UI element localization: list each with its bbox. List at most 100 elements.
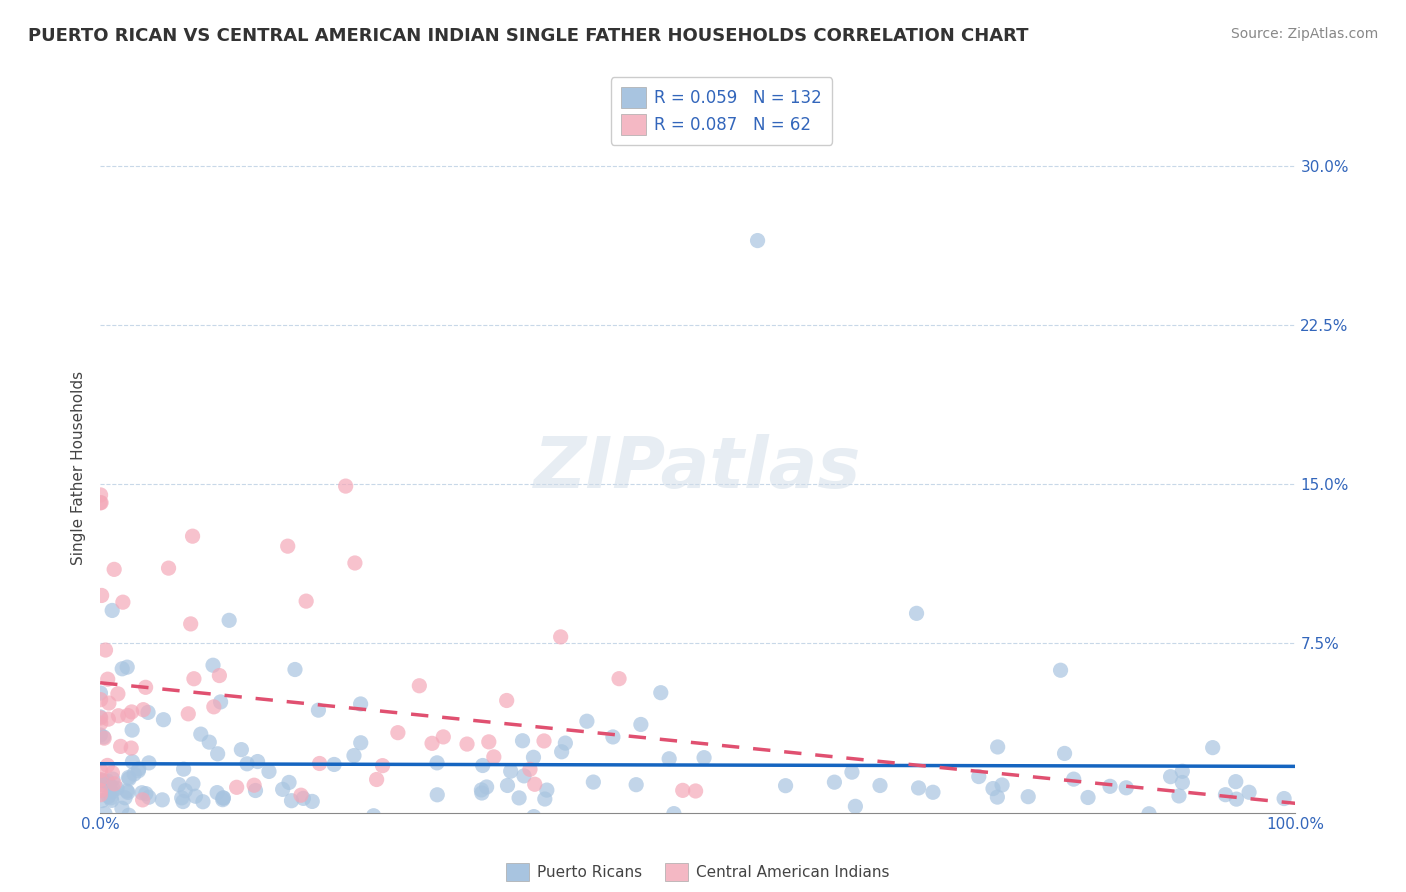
Central American Indians <box>295 594 318 608</box>
Puerto Ricans <box>105 781 128 796</box>
Central American Indians <box>243 778 266 792</box>
Puerto Ricans <box>650 686 672 700</box>
Puerto Ricans <box>575 714 598 729</box>
Puerto Ricans <box>284 814 307 828</box>
Puerto Ricans <box>986 790 1008 805</box>
Puerto Ricans <box>205 786 228 800</box>
Puerto Ricans <box>101 785 124 799</box>
Central American Indians <box>110 739 132 754</box>
Puerto Ricans <box>1017 789 1039 804</box>
Central American Indians <box>432 730 454 744</box>
Central American Indians <box>277 539 299 553</box>
Legend: R = 0.059   N = 132, R = 0.087   N = 62: R = 0.059 N = 132, R = 0.087 N = 62 <box>612 78 832 145</box>
Central American Indians <box>90 589 112 603</box>
Puerto Ricans <box>100 790 122 805</box>
Central American Indians <box>101 765 124 780</box>
Central American Indians <box>97 672 120 686</box>
Central American Indians <box>180 616 202 631</box>
Puerto Ricans <box>231 742 253 756</box>
Central American Indians <box>366 772 388 787</box>
Central American Indians <box>208 668 231 682</box>
Puerto Ricans <box>991 778 1014 792</box>
Puerto Ricans <box>1137 806 1160 821</box>
Central American Indians <box>225 780 247 795</box>
Puerto Ricans <box>115 660 138 674</box>
Central American Indians <box>183 672 205 686</box>
Central American Indians <box>290 788 312 802</box>
Puerto Ricans <box>127 764 149 778</box>
Puerto Ricans <box>89 710 111 724</box>
Puerto Ricans <box>1171 764 1194 779</box>
Puerto Ricans <box>128 762 150 776</box>
Puerto Ricans <box>190 727 212 741</box>
Puerto Ricans <box>1272 791 1295 805</box>
Central American Indians <box>408 679 430 693</box>
Puerto Ricans <box>775 779 797 793</box>
Puerto Ricans <box>93 774 115 789</box>
Central American Indians <box>89 496 111 510</box>
Puerto Ricans <box>100 793 122 807</box>
Puerto Ricans <box>1115 780 1137 795</box>
Puerto Ricans <box>117 785 139 799</box>
Puerto Ricans <box>1225 792 1247 806</box>
Puerto Ricans <box>101 781 124 796</box>
Central American Indians <box>335 479 357 493</box>
Central American Indians <box>343 556 366 570</box>
Y-axis label: Single Father Households: Single Father Households <box>72 371 86 566</box>
Puerto Ricans <box>117 771 139 785</box>
Puerto Ricans <box>212 791 235 805</box>
Central American Indians <box>89 772 111 787</box>
Puerto Ricans <box>138 756 160 770</box>
Puerto Ricans <box>218 613 240 627</box>
Central American Indians <box>90 488 112 502</box>
Puerto Ricans <box>496 779 519 793</box>
Puerto Ricans <box>554 736 576 750</box>
Puerto Ricans <box>363 809 385 823</box>
Central American Indians <box>202 699 225 714</box>
Central American Indians <box>132 703 155 717</box>
Central American Indians <box>482 750 505 764</box>
Central American Indians <box>107 687 129 701</box>
Central American Indians <box>177 706 200 721</box>
Central American Indians <box>90 764 112 778</box>
Puerto Ricans <box>536 783 558 797</box>
Text: ZIPatlas: ZIPatlas <box>534 434 862 503</box>
Central American Indians <box>96 758 118 772</box>
Puerto Ricans <box>922 785 945 799</box>
Puerto Ricans <box>111 662 134 676</box>
Puerto Ricans <box>212 791 235 805</box>
Puerto Ricans <box>209 695 232 709</box>
Central American Indians <box>523 777 546 791</box>
Puerto Ricans <box>844 799 866 814</box>
Puerto Ricans <box>271 782 294 797</box>
Central American Indians <box>90 496 112 510</box>
Puerto Ricans <box>349 697 371 711</box>
Puerto Ricans <box>173 762 195 776</box>
Puerto Ricans <box>301 794 323 808</box>
Puerto Ricans <box>278 775 301 789</box>
Puerto Ricans <box>150 793 173 807</box>
Central American Indians <box>495 693 517 707</box>
Central American Indians <box>387 725 409 739</box>
Puerto Ricans <box>1053 747 1076 761</box>
Puerto Ricans <box>97 789 120 804</box>
Central American Indians <box>90 716 112 731</box>
Puerto Ricans <box>167 778 190 792</box>
Puerto Ricans <box>96 773 118 788</box>
Puerto Ricans <box>471 758 494 772</box>
Puerto Ricans <box>508 791 530 805</box>
Central American Indians <box>90 692 112 706</box>
Puerto Ricans <box>172 795 194 809</box>
Puerto Ricans <box>823 775 845 789</box>
Central American Indians <box>94 643 117 657</box>
Puerto Ricans <box>475 780 498 794</box>
Puerto Ricans <box>343 748 366 763</box>
Puerto Ricans <box>499 764 522 779</box>
Puerto Ricans <box>624 778 647 792</box>
Puerto Ricans <box>191 795 214 809</box>
Puerto Ricans <box>207 747 229 761</box>
Puerto Ricans <box>202 658 225 673</box>
Puerto Ricans <box>184 789 207 804</box>
Central American Indians <box>533 734 555 748</box>
Puerto Ricans <box>93 730 115 744</box>
